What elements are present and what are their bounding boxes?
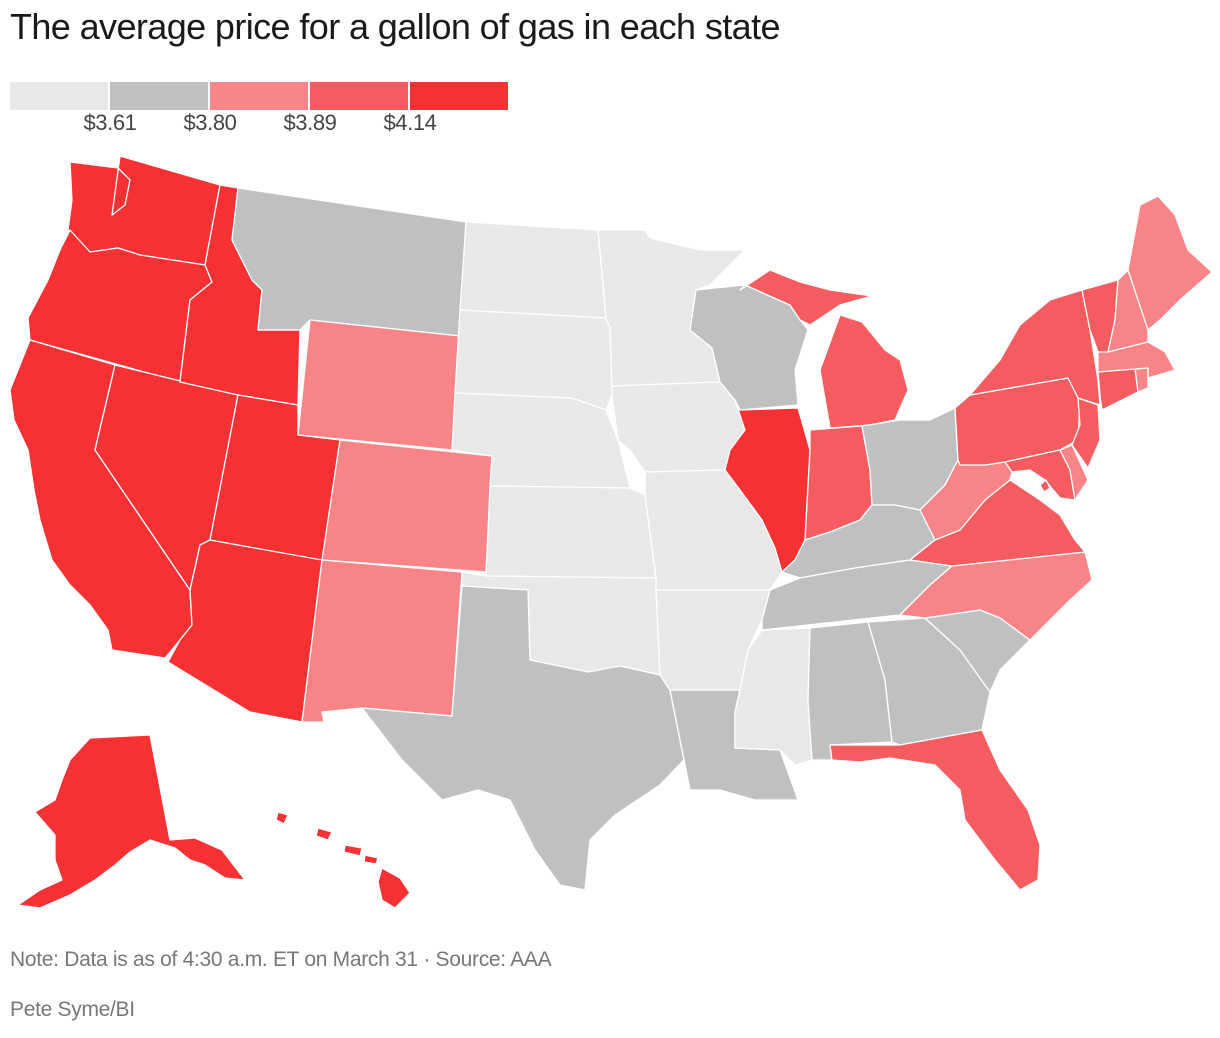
legend-swatch-1 bbox=[10, 82, 108, 110]
state-AK bbox=[17, 734, 246, 909]
legend-tick-3: $3.89 bbox=[283, 110, 337, 135]
legend-swatch-4 bbox=[310, 82, 408, 110]
state-DE bbox=[1059, 444, 1089, 501]
state-ME bbox=[1127, 195, 1213, 331]
state-MA bbox=[1097, 341, 1176, 379]
state-WY bbox=[297, 319, 461, 451]
state-NC bbox=[899, 551, 1093, 641]
legend-swatch-5 bbox=[410, 82, 508, 110]
legend-swatch-3 bbox=[210, 82, 308, 110]
legend-tick-2: $3.80 bbox=[183, 110, 237, 135]
state-HI bbox=[275, 811, 411, 909]
state-RI bbox=[1134, 367, 1149, 393]
source-note: Note: Data is as of 4:30 a.m. ET on Marc… bbox=[10, 948, 552, 971]
legend-tick-1: $3.61 bbox=[83, 110, 137, 135]
state-MT bbox=[231, 187, 467, 337]
chart-title: The average price for a gallon of gas in… bbox=[10, 6, 781, 47]
legend: $3.61 $3.80 $3.89 $4.14 bbox=[10, 82, 510, 142]
state-TX bbox=[361, 585, 685, 891]
state-CT bbox=[1097, 367, 1139, 411]
legend-swatch-2 bbox=[110, 82, 208, 110]
state-ND bbox=[459, 221, 607, 319]
state-DC bbox=[1039, 479, 1051, 493]
state-FL bbox=[829, 729, 1041, 891]
state-NM bbox=[301, 559, 463, 723]
state-KS bbox=[485, 485, 657, 579]
us-map-svg bbox=[9, 155, 1213, 909]
state-IA bbox=[611, 381, 746, 473]
state-WA bbox=[67, 155, 221, 266]
credit-line: Pete Syme/BI bbox=[10, 998, 135, 1021]
legend-swatches bbox=[10, 82, 510, 110]
us-map bbox=[0, 150, 1220, 920]
state-CO bbox=[321, 439, 493, 573]
legend-tick-4: $4.14 bbox=[383, 110, 437, 135]
